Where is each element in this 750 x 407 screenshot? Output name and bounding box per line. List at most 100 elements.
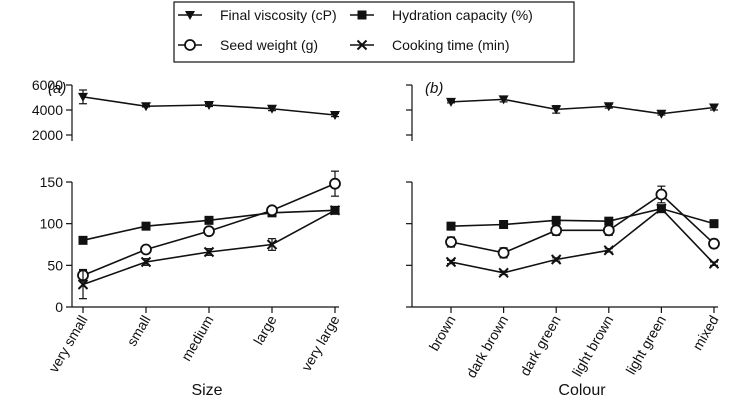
panel-a-x-tick-label: small [123,313,153,349]
panel-b-label: (b) [425,80,443,97]
panel-b-point-viscosity-shape [551,105,562,115]
panel-a-x-tick-label: large [250,312,280,347]
panel-b-point-viscosity-shape [709,103,719,113]
panel-b-point-seed [550,224,563,237]
panel-b-point-cooking [445,256,457,268]
panel-b-point-viscosity [709,103,719,113]
legend-marker-hydration-symbol [357,10,367,20]
panel-a-point-hydration [78,235,88,245]
panel-b-point-cooking-shape [550,254,562,265]
panel-b-x-tick-label: light brown [569,313,617,380]
panel-b-x-tick-label: light green [622,313,669,378]
panel-b-point-viscosity-shape [603,102,614,112]
panel-b-point-cooking-shape [498,267,509,279]
panel-b-point-cooking [656,203,667,214]
panel-b-series-line-hydration [450,207,715,227]
panel-b-point-seed [708,237,720,250]
legend-marker-seed-symbol [184,39,196,51]
panel-b-point-cooking [603,245,615,256]
panel-b-point-cooking [550,254,562,265]
panel-a-point-hydration [204,215,214,225]
panel-a-point-hydration-shape [78,235,88,245]
legend-marker-seed [178,39,202,51]
legend: Final viscosity (cP) Hydration capacity … [173,1,575,63]
panel-a-series-viscosity [78,89,340,120]
panel-b-point-cooking [708,258,720,269]
panel-b-point-viscosity-shape [446,97,456,107]
panel-a-point-hydration [141,221,151,231]
legend-item-hydration: Hydration capacity (%) [350,7,533,23]
panel-b-point-hydration [709,219,719,229]
panel-a-point-cooking [203,246,215,258]
panel-a-y-tick-label-upper: 6000 [32,77,63,93]
panel-a-point-viscosity [141,102,151,112]
panel-a-point-cooking [329,205,341,216]
panel-a-y-tick-label-upper: 2000 [32,127,63,143]
panel-a-point-cooking-shape [203,246,215,258]
panel-a-point-viscosity-shape [330,111,340,120]
panel-b-point-viscosity [603,102,614,112]
panel-a-point-cooking-shape [329,205,341,216]
panel-a-point-viscosity [330,111,340,120]
panel-b-x-tick-label: brown [426,313,459,354]
panel-a-x-tick-label: medium [178,313,217,364]
panel-b-point-hydration-shape [499,220,509,229]
panel-b-point-cooking-shape [656,203,667,214]
panel-a-y-tick-label-lower: 150 [40,174,64,190]
panel-b-point-hydration [551,215,561,225]
panel-a-point-seed [140,243,152,256]
panel-b-point-seed-shape [602,224,615,237]
panel-a-point-seed [329,177,341,190]
panel-b-series-viscosity [446,95,719,119]
panel-b-point-seed-shape [708,237,720,250]
panel-b-point-viscosity-shape [656,109,667,119]
panel-b-series-line-viscosity [450,98,715,115]
panel-a-y-tick-label-lower: 50 [47,257,63,273]
panel-b-point-viscosity-shape [498,95,509,105]
panel-b-point-hydration [499,220,509,229]
legend-frame [173,1,575,63]
panel-b-series-cooking [445,203,720,279]
legend-item-seed: Seed weight (g) [178,37,318,53]
legend-marker-viscosity-symbol [185,11,195,20]
panel-a-point-cooking-shape [140,256,152,268]
panel-a-marks [77,89,341,300]
panel-a-x-tick-label: very small [45,313,90,376]
legend-marker-hydration [350,10,374,20]
panel-a-point-seed [266,204,278,217]
panel-b-point-cooking-shape [445,256,457,268]
legend-label-hydration: Hydration capacity (%) [392,7,533,23]
legend-marker-cooking [350,39,374,51]
panel-a-series-seed [77,170,341,282]
panel-a-y-tick-label-lower: 100 [40,216,64,232]
legend-label-cooking: Cooking time (min) [392,37,509,53]
panel-a-point-cooking [266,239,278,250]
legend-item-cooking: Cooking time (min) [350,37,509,53]
panel-b-point-hydration-shape [551,215,561,225]
legend-marker-viscosity-symbol-shape [185,11,195,20]
panel-a-point-cooking-shape [77,279,89,290]
panel-a-point-cooking [140,256,152,268]
panel-a-point-seed-shape [329,177,341,190]
legend-label-viscosity: Final viscosity (cP) [220,7,337,23]
panel-a-point-seed-shape [140,243,152,256]
panel-b-point-hydration [446,221,456,231]
panel-b-point-viscosity [498,95,509,105]
panel-b-point-hydration-shape [604,216,614,226]
panel-b-marks [445,95,720,279]
panel-a-point-seed-shape [266,204,278,217]
panel-b-series-seed [445,185,720,259]
legend-marker-cooking-symbol-shape [356,39,368,51]
panel-b-point-cooking [498,267,509,279]
panel-b-x-tick-label: dark green [516,313,563,379]
legend-item-viscosity: Final viscosity (cP) [178,7,337,23]
panel-a-point-viscosity-shape [78,92,88,102]
panel-a-point-viscosity [267,104,277,114]
panel-b-x-axis-title: Colour [558,382,606,399]
panel-a-point-seed [203,225,215,238]
panel-a-point-seed-shape [203,225,215,238]
panel-b-point-viscosity [446,97,456,107]
panel-a-label: (a) [48,80,66,97]
panel-a-series-cooking [77,205,341,300]
